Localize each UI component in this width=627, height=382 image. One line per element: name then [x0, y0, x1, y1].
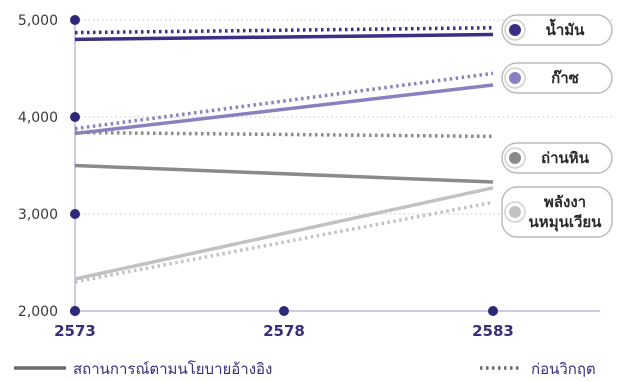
- y-axis-ticks: 2,000 3,000 4,000 5,000: [18, 13, 58, 320]
- series-labels: น้ำมันก๊าซถ่านหินพลังงานหมุนเวียน: [501, 14, 613, 238]
- series-name: พลังงานหมุนเวียน: [529, 193, 603, 232]
- series-line-reference: [74, 83, 494, 136]
- x-axis-dot: [279, 306, 289, 316]
- series-end-label: ถ่านหิน: [501, 142, 613, 174]
- y-tick-label: 2,000: [18, 304, 58, 320]
- label-pill: [501, 62, 613, 94]
- label-marker: [509, 206, 521, 218]
- x-axis-dot: [70, 306, 80, 316]
- legend: สถานการณ์ตามนโยบายอ้างอิง ก่อนวิกฤต: [14, 360, 596, 378]
- series-name: น้ำมัน: [546, 18, 586, 39]
- y-tick-label: 3,000: [18, 207, 58, 223]
- y-axis-dot: [70, 209, 80, 219]
- y-tick-label: 4,000: [18, 110, 58, 126]
- label-marker: [509, 24, 521, 36]
- y-axis-dot: [70, 15, 80, 25]
- series-line-reference: [74, 32, 494, 42]
- series-line-reference: [74, 163, 494, 184]
- series-name: ถ่านหิน: [541, 149, 590, 167]
- label-marker: [509, 152, 521, 164]
- x-tick-label: 2583: [472, 322, 514, 340]
- legend-reference-label: สถานการณ์ตามนโยบายอ้างอิง: [73, 360, 272, 378]
- y-tick-label: 5,000: [18, 13, 58, 29]
- gridlines: [75, 19, 615, 215]
- label-pill: [501, 186, 613, 238]
- label-pill: [501, 14, 613, 46]
- series-lines: [74, 26, 494, 284]
- series-line-reference: [74, 186, 494, 281]
- x-axis-ticks: 2573 2578 2583: [54, 322, 514, 340]
- series-name: ก๊าซ: [551, 69, 579, 87]
- label-pill: [501, 142, 613, 174]
- series-line-pre-crisis: [74, 200, 494, 284]
- series-line-pre-crisis: [74, 26, 494, 35]
- series-end-label: พลังงานหมุนเวียน: [501, 186, 613, 238]
- axis-dots: [70, 15, 498, 316]
- x-tick-label: 2573: [54, 322, 96, 340]
- series-line-pre-crisis: [74, 130, 494, 139]
- label-marker: [509, 72, 521, 84]
- series-line-pre-crisis: [74, 71, 494, 131]
- legend-pre-crisis-label: ก่อนวิกฤต: [531, 360, 596, 378]
- series-end-label: น้ำมัน: [501, 14, 613, 46]
- x-tick-label: 2578: [263, 322, 305, 340]
- series-end-label: ก๊าซ: [501, 62, 613, 94]
- y-axis-dot: [70, 112, 80, 122]
- x-axis-dot: [488, 306, 498, 316]
